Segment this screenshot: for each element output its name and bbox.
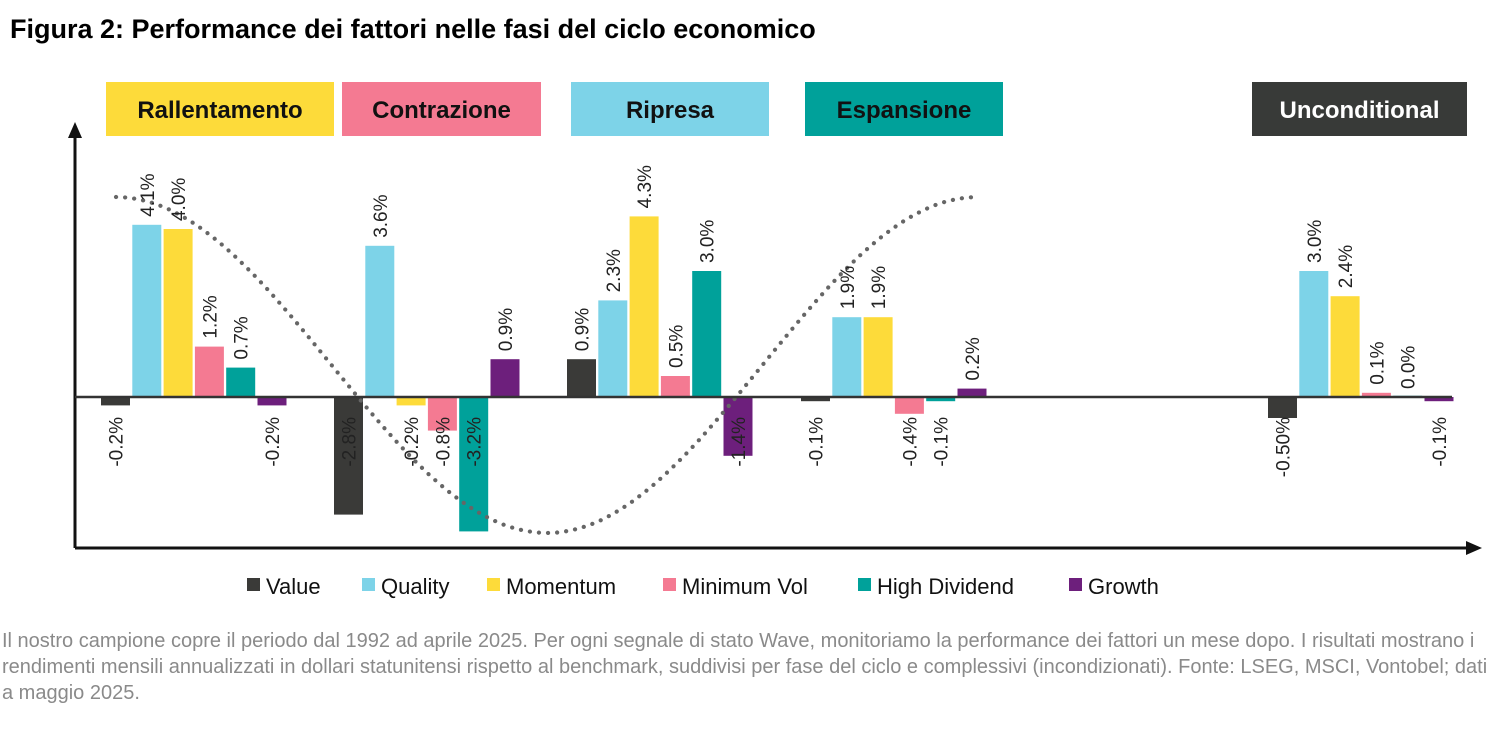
phase-label-unconditional: Unconditional [1280,97,1440,124]
phase-box-unconditional [1252,82,1467,136]
legend: Value Quality Momentum Minimum Vol High Divi… [247,574,1159,599]
phase-label-contrazione: Contrazione [372,97,511,124]
cycle-curve-layer [113,194,981,536]
bar-value-3 [801,397,830,402]
bar-high-dividend-0 [226,367,256,397]
value-label-momentum-3: 1.9% [869,266,890,309]
value-label-high-dividend-4: 0.0% [1399,346,1420,389]
value-label-value-1: -2.8% [340,417,361,467]
value-label-minimum-vol-0: 1.2% [200,295,221,338]
footnote: Il nostro campione copre il periodo dal … [2,630,1488,704]
phase-label-rallentamento: Rallentamento [137,97,302,124]
value-labels-layer: -0.2% -2.8% 0.9% -0.1% -0.50% 4.1% 3.6% 2.3% 1.9… [107,165,1452,477]
legend-swatch-quality [362,578,375,591]
bar-minimum-vol-3 [894,397,924,414]
value-label-growth-0: -0.2% [263,417,284,467]
value-label-quality-4: 3.0% [1305,220,1326,263]
legend-label-value: Value [266,574,321,599]
value-label-high-dividend-3: -0.1% [932,417,953,467]
value-label-growth-1: 0.9% [496,308,517,351]
value-label-quality-0: 4.1% [138,173,159,216]
legend-swatch-momentum [487,578,500,591]
bar-momentum-2 [629,216,659,397]
axes [68,122,1482,555]
bar-value-1 [334,397,363,515]
phase-box-contrazione [342,82,541,136]
value-label-minimum-vol-1: -0.8% [433,417,454,467]
value-label-value-2: 0.9% [573,308,594,351]
cycle-curve [113,194,981,536]
bar-momentum-1 [396,397,426,406]
bar-quality-2 [598,300,628,397]
value-label-momentum-1: -0.2% [402,417,423,467]
bars-layer [101,216,1454,532]
legend-label-quality: Quality [381,574,449,599]
legend-label-minimum-vol: Minimum Vol [682,574,808,599]
value-label-momentum-2: 4.3% [635,165,656,208]
x-axis-arrow [1466,541,1482,555]
bar-growth-0 [257,397,287,406]
legend-label-growth: Growth [1088,574,1159,599]
value-label-minimum-vol-4: 0.1% [1367,341,1388,384]
value-label-value-0: -0.2% [107,417,128,467]
bar-value-2 [567,359,596,397]
bar-momentum-0 [163,229,193,397]
bar-minimum-vol-1 [427,397,457,431]
legend-label-high-dividend: High Dividend [877,574,1014,599]
value-label-quality-3: 1.9% [838,266,859,309]
bar-value-0 [101,397,130,406]
value-label-quality-2: 2.3% [604,249,625,292]
legend-swatch-growth [1069,578,1082,591]
phase-label-espansione: Espansione [837,97,972,124]
bar-minimum-vol-2 [660,376,690,397]
bar-momentum-3 [863,317,893,397]
bar-momentum-4 [1330,296,1360,397]
value-label-high-dividend-2: 3.0% [698,220,719,263]
bar-high-dividend-2 [692,271,722,397]
value-label-growth-3: 0.2% [963,337,984,380]
bar-quality-3 [832,317,862,397]
bar-minimum-vol-0 [194,346,224,397]
value-label-value-3: -0.1% [807,417,828,467]
value-label-momentum-0: 4.0% [169,178,190,221]
value-label-growth-2: -1.4% [729,417,750,467]
phase-label-ripresa: Ripresa [626,97,715,124]
phase-box-ripresa [571,82,769,136]
phase-box-espansione [805,82,1003,136]
legend-swatch-high-dividend [858,578,871,591]
phase-box-rallentamento [106,82,334,136]
y-axis-arrow [68,122,82,138]
bar-high-dividend-1 [459,397,489,532]
value-label-high-dividend-0: 0.7% [232,316,253,359]
value-label-minimum-vol-2: 0.5% [666,325,687,368]
value-label-high-dividend-1: -3.2% [465,417,486,467]
chart-title: Figura 2: Performance dei fattori nelle … [10,14,816,44]
value-label-quality-1: 3.6% [371,194,392,237]
bar-quality-4 [1299,271,1329,397]
value-label-minimum-vol-3: -0.4% [900,417,921,467]
legend-swatch-minimum-vol [663,578,676,591]
legend-label-momentum: Momentum [506,574,616,599]
factor-performance-chart: Rallentamento Contrazione Ripresa Espansion… [68,82,1482,599]
value-label-growth-4: -0.1% [1430,417,1451,467]
bar-value-4 [1268,397,1297,418]
bar-growth-4 [1424,397,1454,402]
bar-quality-1 [365,245,395,397]
phase-labels: Rallentamento Contrazione Ripresa Espansion… [106,82,1467,136]
bar-minimum-vol-4 [1361,392,1391,397]
bar-growth-1 [490,359,520,397]
bar-high-dividend-3 [926,397,956,402]
legend-swatch-value [247,578,260,591]
value-label-momentum-4: 2.4% [1336,245,1357,288]
bar-quality-0 [132,224,162,397]
value-label-value-4: -0.50% [1274,417,1295,477]
bar-growth-3 [957,388,987,397]
